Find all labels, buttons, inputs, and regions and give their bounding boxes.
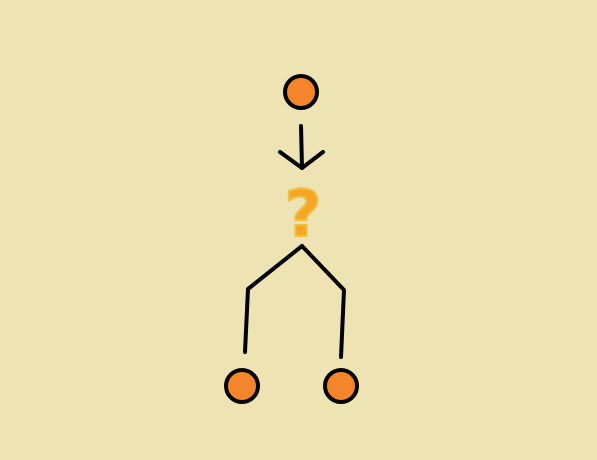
top-node xyxy=(283,74,319,110)
down-arrow xyxy=(278,124,325,170)
left-branch xyxy=(243,244,304,354)
bottom-right-node xyxy=(323,368,359,404)
bottom-left-node xyxy=(224,368,260,404)
question-mark: ? xyxy=(284,178,321,252)
down-arrow-shaft xyxy=(299,124,304,170)
right-branch xyxy=(300,244,346,359)
down-arrow-head xyxy=(278,150,325,170)
